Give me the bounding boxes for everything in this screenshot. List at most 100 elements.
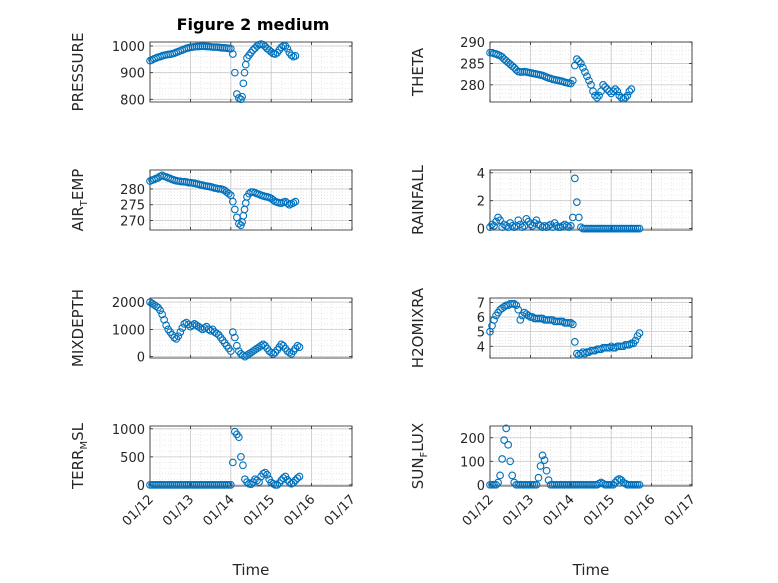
data-point — [564, 319, 573, 327]
data-point — [591, 91, 599, 100]
y-tick-label: 500 — [120, 451, 145, 466]
data-point — [623, 91, 632, 100]
axes-panel-8: 0 100 200 SUNFLUX 01/12 01/13 01/14 01/15 01/16 0… — [409, 423, 699, 579]
data-point — [235, 433, 243, 442]
data-point — [283, 475, 292, 484]
data-point — [222, 481, 231, 489]
data-point — [532, 216, 541, 225]
data-point — [230, 205, 239, 214]
data-point — [554, 223, 563, 232]
data-point — [520, 221, 529, 230]
data-point — [228, 50, 237, 58]
data-point — [570, 338, 579, 346]
y-tick-label: 1000 — [112, 40, 145, 55]
data-point — [224, 189, 233, 198]
data-point — [496, 471, 504, 480]
data-point — [259, 40, 267, 49]
data-point — [492, 217, 500, 226]
data-point — [538, 451, 547, 460]
data-point — [291, 197, 300, 206]
data-point — [544, 221, 553, 230]
data-point — [152, 302, 160, 311]
axes-panel-7: 0 500 1000 TERRMSL 01/12 01/13 01/14 01/15 01/16… — [69, 422, 359, 579]
data-point — [500, 436, 508, 444]
data-point — [180, 320, 189, 328]
data-point — [247, 480, 255, 489]
data-point — [492, 480, 500, 489]
data-point — [599, 81, 607, 89]
data-point — [241, 60, 250, 69]
data-point — [291, 52, 300, 60]
x-axis-label: Time — [232, 561, 270, 579]
data-point — [621, 93, 630, 102]
data-point — [613, 87, 622, 96]
data-point — [631, 224, 640, 233]
y-tick-label: 7 — [477, 296, 485, 311]
data-point — [510, 300, 519, 308]
figure-title: Figure 2 medium — [177, 15, 330, 34]
data-point — [635, 329, 644, 337]
axes-panel-1: 800 900 1000 PRESSURE — [69, 33, 353, 111]
data-point — [514, 216, 523, 225]
y-tick-label: 800 — [120, 93, 145, 108]
data-point — [178, 324, 187, 332]
data-point — [583, 72, 591, 81]
y-tick-label: 0 — [477, 479, 485, 494]
data-point — [293, 341, 302, 350]
data-point — [564, 223, 573, 232]
data-point — [510, 223, 519, 232]
data-point — [524, 311, 533, 320]
data-point — [291, 476, 300, 485]
data-point — [508, 221, 517, 230]
y-tick-label: 2000 — [112, 296, 145, 311]
data-point — [534, 473, 543, 482]
x-tick-label: 01/12 — [460, 492, 497, 529]
data-point — [585, 76, 593, 85]
data-point — [170, 333, 179, 342]
data-point — [490, 221, 498, 230]
data-point — [633, 224, 642, 233]
y-tick-label: 280 — [120, 183, 145, 198]
data-point — [271, 50, 280, 58]
data-point — [562, 221, 571, 230]
axes-box — [489, 41, 693, 103]
x-tick-label: 01/15 — [581, 492, 618, 529]
data-point — [224, 481, 233, 489]
data-point — [627, 85, 636, 93]
data-point — [575, 213, 583, 222]
data-point — [528, 480, 537, 489]
data-point — [226, 481, 235, 489]
data-point — [504, 440, 513, 449]
y-tick-label: 200 — [460, 432, 485, 447]
data-point — [293, 474, 302, 482]
data-point — [625, 87, 634, 96]
y-tick-label: 0 — [477, 223, 485, 238]
data-point — [226, 44, 235, 53]
data-point — [570, 174, 579, 183]
x-tick-label: 01/17 — [322, 492, 359, 529]
y-tick-label: 5 — [477, 326, 485, 341]
data-point — [261, 468, 269, 477]
data-point — [573, 55, 581, 63]
y-tick-label: 275 — [120, 199, 145, 214]
data-point — [506, 457, 515, 466]
y-tick-label: 280 — [460, 79, 485, 94]
data-point — [204, 325, 213, 334]
data-point — [490, 480, 498, 489]
x-axis-label: Time — [572, 561, 610, 579]
data-point — [230, 68, 239, 77]
data-point — [295, 343, 304, 351]
axes-box — [149, 169, 353, 231]
data-point — [526, 220, 535, 229]
axes-panel-4: 0 2 4 RAINFALL — [409, 164, 693, 238]
data-point — [601, 83, 609, 91]
y-axis-label: TERRMSL — [69, 422, 90, 490]
data-point — [579, 63, 587, 72]
data-point — [174, 332, 183, 341]
data-point — [510, 63, 519, 72]
data-point — [162, 321, 171, 330]
x-tick-label: 01/13 — [500, 492, 537, 529]
y-axis-label: MIXDEPTH — [69, 289, 87, 367]
x-tick-label: 01/15 — [241, 492, 278, 529]
